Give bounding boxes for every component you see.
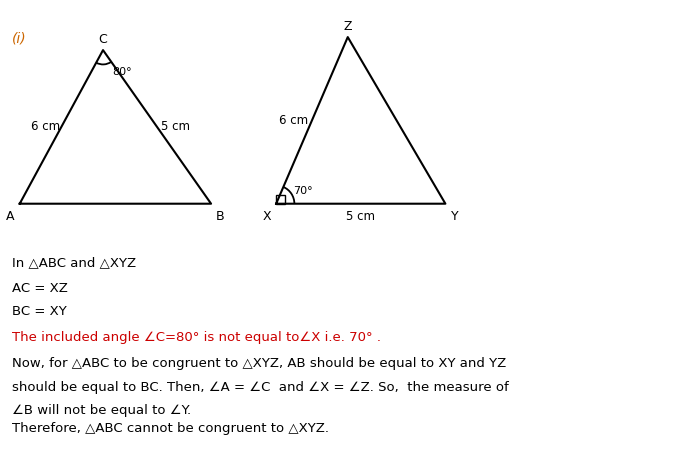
Text: C: C bbox=[99, 33, 107, 46]
Text: should be equal to BC. Then, ∠A = ∠C  and ∠X = ∠Z. So,  the measure of: should be equal to BC. Then, ∠A = ∠C and… bbox=[12, 381, 508, 394]
Text: Therefore, △ABC cannot be congruent to △XYZ.: Therefore, △ABC cannot be congruent to △… bbox=[12, 422, 329, 435]
Text: 6 cm: 6 cm bbox=[279, 114, 308, 127]
Text: Z: Z bbox=[344, 20, 352, 33]
Text: AC = XZ: AC = XZ bbox=[12, 282, 68, 295]
Text: 70°: 70° bbox=[293, 186, 313, 196]
Text: ∠B will not be equal to ∠Y.: ∠B will not be equal to ∠Y. bbox=[12, 404, 191, 417]
Text: 80°: 80° bbox=[112, 67, 132, 77]
Text: Now, for △ABC to be congruent to △XYZ, AB should be equal to XY and YZ: Now, for △ABC to be congruent to △XYZ, A… bbox=[12, 357, 506, 370]
Text: (i): (i) bbox=[12, 32, 26, 46]
Text: 5 cm: 5 cm bbox=[161, 120, 189, 133]
Text: The included angle ∠C=80° is not equal to∠X i.e. 70° .: The included angle ∠C=80° is not equal t… bbox=[12, 331, 381, 344]
Text: 5 cm: 5 cm bbox=[347, 210, 376, 223]
Text: X: X bbox=[263, 210, 271, 223]
Text: In △ABC and △XYZ: In △ABC and △XYZ bbox=[12, 256, 136, 269]
Text: BC = XY: BC = XY bbox=[12, 305, 67, 318]
Text: Y: Y bbox=[451, 210, 458, 223]
Text: 6 cm: 6 cm bbox=[31, 120, 61, 133]
Text: B: B bbox=[216, 210, 225, 223]
Text: A: A bbox=[6, 210, 15, 223]
